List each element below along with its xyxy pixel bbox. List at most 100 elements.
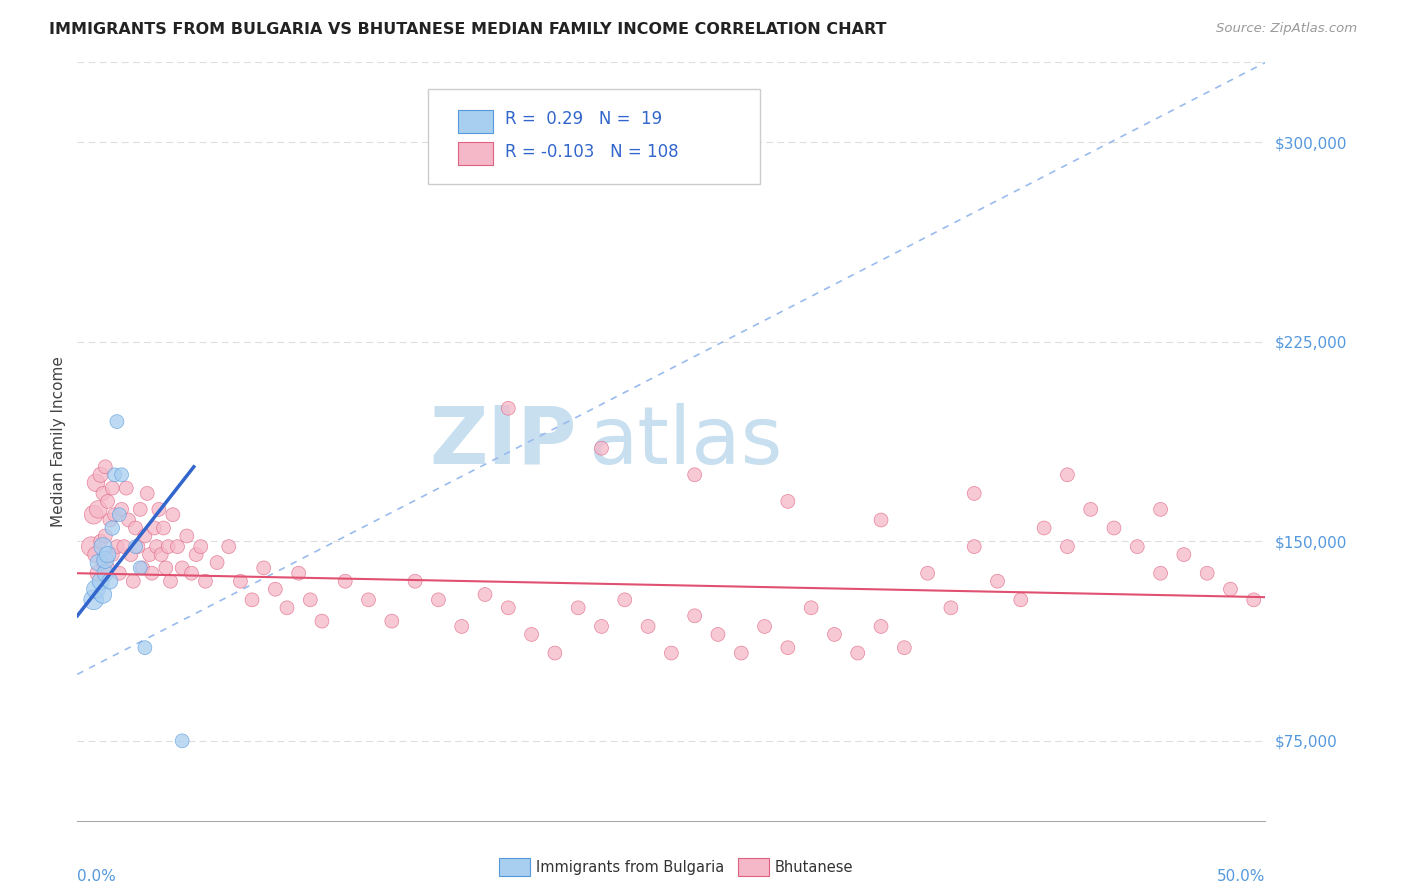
Point [120, 548, 142, 562]
Point [91, 540, 114, 554]
FancyBboxPatch shape [457, 111, 494, 133]
Point [1149, 502, 1171, 516]
Point [91, 556, 114, 570]
Point [754, 619, 776, 633]
Point [162, 508, 184, 522]
Point [1197, 566, 1219, 581]
Point [276, 600, 298, 615]
Point [498, 401, 520, 416]
Text: 50.0%: 50.0% [1218, 869, 1265, 884]
Point [134, 529, 156, 543]
Point [90, 574, 112, 589]
Point [141, 566, 163, 581]
Text: atlas: atlas [588, 402, 783, 481]
Point [1149, 566, 1171, 581]
Y-axis label: Median Family Income: Median Family Income [51, 356, 66, 527]
Point [1033, 521, 1056, 535]
Point [335, 574, 357, 589]
Text: 0.0%: 0.0% [77, 869, 117, 884]
Text: IMMIGRANTS FROM BULGARIA VS BHUTANESE MEDIAN FAMILY INCOME CORRELATION CHART: IMMIGRANTS FROM BULGARIA VS BHUTANESE ME… [49, 22, 887, 37]
Point [240, 592, 263, 607]
Point [357, 592, 380, 607]
Point [94, 553, 117, 567]
Point [112, 540, 135, 554]
Point [730, 646, 752, 660]
Point [172, 561, 194, 575]
Point [108, 566, 131, 581]
Point [155, 561, 177, 575]
Point [1243, 592, 1265, 607]
Point [870, 619, 893, 633]
Point [94, 566, 117, 581]
Point [176, 529, 198, 543]
Point [498, 600, 520, 615]
Point [84, 475, 107, 490]
Point [1010, 592, 1032, 607]
Point [157, 540, 180, 554]
Text: Immigrants from Bulgaria: Immigrants from Bulgaria [536, 860, 724, 874]
Point [90, 534, 112, 549]
Point [90, 467, 112, 482]
Point [124, 540, 146, 554]
Text: R = -0.103   N = 108: R = -0.103 N = 108 [505, 143, 679, 161]
Point [80, 540, 103, 554]
Point [180, 566, 202, 581]
Point [939, 600, 962, 615]
Point [963, 540, 986, 554]
Point [91, 486, 114, 500]
Point [613, 592, 636, 607]
Point [776, 640, 799, 655]
Point [152, 521, 174, 535]
Point [404, 574, 426, 589]
Text: ZIP: ZIP [429, 402, 576, 481]
Point [264, 582, 287, 597]
Point [98, 574, 121, 589]
Point [108, 508, 131, 522]
Point [97, 548, 120, 562]
Point [87, 502, 110, 516]
Point [1173, 548, 1195, 562]
Point [145, 540, 167, 554]
Point [520, 627, 543, 641]
Point [986, 574, 1008, 589]
Point [1102, 521, 1125, 535]
Point [846, 646, 869, 660]
Text: Source: ZipAtlas.com: Source: ZipAtlas.com [1216, 22, 1357, 36]
Point [229, 574, 252, 589]
Point [101, 521, 124, 535]
Text: R =  0.29   N =  19: R = 0.29 N = 19 [505, 111, 662, 128]
Point [136, 486, 159, 500]
Point [1056, 540, 1078, 554]
Point [963, 486, 986, 500]
Point [450, 619, 472, 633]
Point [104, 508, 127, 522]
Point [893, 640, 915, 655]
Point [134, 640, 156, 655]
Point [84, 582, 107, 597]
Point [637, 619, 659, 633]
Point [311, 614, 333, 628]
Point [129, 502, 152, 516]
Point [87, 566, 110, 581]
Text: Bhutanese: Bhutanese [775, 860, 853, 874]
Point [91, 587, 114, 601]
Point [299, 592, 322, 607]
Point [129, 561, 152, 575]
Point [287, 566, 309, 581]
Point [83, 592, 105, 607]
Point [194, 574, 217, 589]
Point [800, 600, 823, 615]
Point [591, 619, 613, 633]
Point [381, 614, 404, 628]
Point [917, 566, 939, 581]
Point [83, 508, 105, 522]
Point [97, 494, 120, 508]
Point [186, 548, 208, 562]
Point [159, 574, 181, 589]
Point [1056, 467, 1078, 482]
Point [591, 441, 613, 455]
Point [683, 467, 706, 482]
Point [122, 574, 145, 589]
Point [84, 548, 107, 562]
Point [205, 556, 228, 570]
